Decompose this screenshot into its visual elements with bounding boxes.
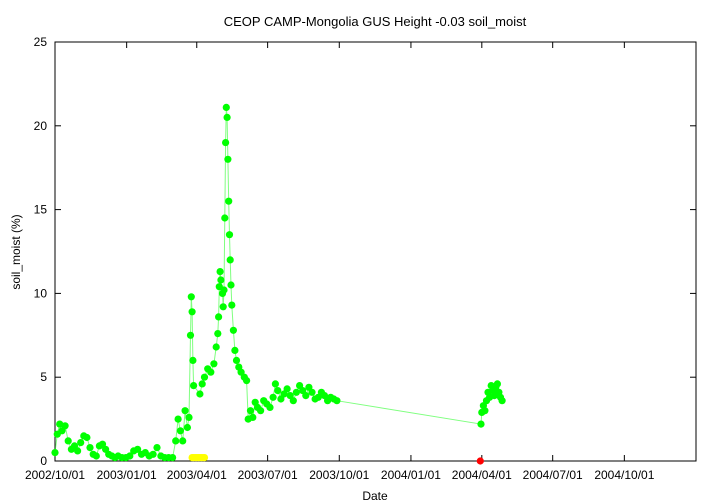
data-point xyxy=(179,437,187,445)
y-tick-label: 5 xyxy=(40,370,47,384)
series-1 xyxy=(188,454,209,462)
data-point xyxy=(476,457,484,465)
data-point xyxy=(61,422,69,430)
x-tick-label: 2004/10/01 xyxy=(594,468,654,482)
data-point xyxy=(274,387,282,395)
data-point xyxy=(246,407,255,415)
data-point xyxy=(83,433,91,442)
data-point xyxy=(257,407,265,415)
data-point xyxy=(134,445,142,453)
data-point xyxy=(225,197,233,205)
data-point xyxy=(481,407,489,415)
data-point xyxy=(77,439,85,447)
data-point xyxy=(225,231,234,239)
data-point xyxy=(226,256,234,264)
data-point xyxy=(289,397,297,405)
data-point xyxy=(221,214,229,222)
series-2 xyxy=(476,457,484,465)
data-point xyxy=(215,313,223,321)
x-tick-label: 2003/01/01 xyxy=(97,468,157,482)
data-point xyxy=(153,444,161,452)
data-point xyxy=(493,380,501,388)
data-point xyxy=(333,397,341,405)
data-point xyxy=(64,437,72,445)
data-point xyxy=(190,382,198,390)
data-point xyxy=(200,373,209,381)
data-point xyxy=(181,407,189,415)
data-point xyxy=(214,330,222,338)
data-point xyxy=(302,392,310,400)
data-point xyxy=(210,360,218,368)
x-tick-label: 2004/01/01 xyxy=(381,468,441,482)
plot-frame xyxy=(54,41,697,462)
data-point xyxy=(498,397,506,405)
data-point xyxy=(266,403,274,411)
x-tick-label: 2003/10/01 xyxy=(309,468,369,482)
data-point xyxy=(198,380,206,388)
series-0 xyxy=(51,103,506,462)
data-point xyxy=(74,447,82,455)
data-point xyxy=(149,450,157,458)
data-point xyxy=(220,286,228,294)
data-point xyxy=(217,276,225,284)
data-point xyxy=(174,415,182,423)
y-tick-label: 0 xyxy=(40,454,47,468)
data-point xyxy=(86,444,94,452)
x-tick-label: 2004/07/01 xyxy=(523,468,583,482)
data-point xyxy=(185,413,193,421)
x-axis-label: Date xyxy=(362,489,388,503)
data-point xyxy=(228,301,236,309)
data-point xyxy=(51,449,59,457)
x-tick-label: 2004/04/01 xyxy=(452,468,512,482)
data-point xyxy=(169,454,177,462)
data-point xyxy=(292,388,300,396)
data-point xyxy=(56,420,64,428)
data-point xyxy=(229,326,237,334)
x-tick-label: 2002/10/01 xyxy=(25,468,85,482)
series-line xyxy=(54,107,503,459)
axes: 2002/10/01 2003/01/01 2003/04/01 2003/07/01… xyxy=(25,35,696,482)
data-point xyxy=(126,452,134,460)
data-point xyxy=(172,437,180,445)
data-point xyxy=(308,388,316,396)
y-tick-label: 20 xyxy=(34,119,48,133)
data-point xyxy=(92,452,100,460)
data-point xyxy=(227,281,235,289)
data-point xyxy=(176,427,184,435)
x-tick-label: 2003/04/01 xyxy=(167,468,227,482)
data-point xyxy=(183,423,191,432)
data-point xyxy=(271,380,279,388)
data-point xyxy=(187,293,195,301)
data-marks xyxy=(51,103,506,465)
y-axis-label: soil_moist (%) xyxy=(9,214,23,289)
data-point xyxy=(223,113,231,121)
data-point xyxy=(224,155,232,163)
data-point xyxy=(249,413,257,421)
y-tick-label: 15 xyxy=(34,203,48,217)
chart-title: CEOP CAMP-Mongolia GUS Height -0.03 soil… xyxy=(224,14,527,29)
data-point xyxy=(200,454,209,462)
data-point xyxy=(186,331,195,339)
y-tick-label: 25 xyxy=(34,35,48,49)
data-point xyxy=(207,368,215,376)
data-point xyxy=(222,139,230,147)
data-point xyxy=(189,356,197,364)
data-point xyxy=(477,420,485,428)
data-point xyxy=(269,393,277,401)
data-point xyxy=(216,268,224,276)
data-point xyxy=(283,385,291,393)
y-tick-label: 10 xyxy=(34,286,48,300)
data-point xyxy=(222,103,230,111)
data-point xyxy=(231,346,239,354)
data-point xyxy=(243,377,251,385)
x-tick-label: 2003/07/01 xyxy=(238,468,298,482)
data-point xyxy=(188,308,196,316)
data-point xyxy=(196,390,204,398)
data-point xyxy=(219,303,227,311)
data-point xyxy=(212,343,220,351)
data-point xyxy=(232,356,241,364)
